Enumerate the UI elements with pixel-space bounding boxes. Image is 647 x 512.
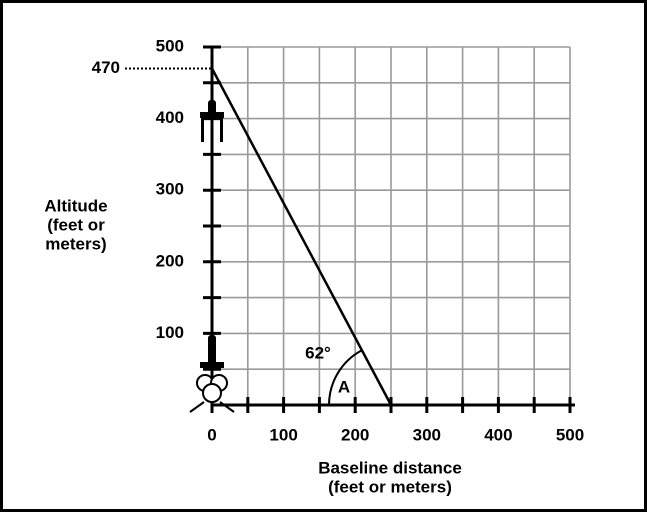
- angle-arc: [328, 349, 363, 406]
- y-axis-label: (feet or: [47, 215, 105, 234]
- angle-label: 62°: [305, 343, 331, 362]
- angle-name: A: [338, 377, 350, 396]
- x-tick-label: 200: [341, 425, 369, 444]
- y-tick-label: 500: [156, 36, 184, 55]
- y-axis-label: meters): [45, 234, 106, 253]
- x-tick-label: 400: [484, 425, 512, 444]
- x-tick-label: 0: [207, 425, 216, 444]
- x-tick-label: 100: [269, 425, 297, 444]
- altitude-label: 470: [92, 58, 120, 77]
- sight-line: [210, 67, 393, 406]
- x-tick-label: 500: [556, 425, 584, 444]
- y-tick-label: 400: [156, 108, 184, 127]
- y-tick-label: 100: [156, 323, 184, 342]
- y-axis-label: Altitude: [44, 196, 107, 215]
- x-tick-label: 300: [413, 425, 441, 444]
- rocket-top: [200, 100, 224, 142]
- y-tick-label: 200: [156, 251, 184, 270]
- rocket-launch: [189, 335, 235, 413]
- x-axis-label: Baseline distance: [318, 458, 462, 477]
- y-tick-label: 300: [156, 180, 184, 199]
- x-axis-label: (feet or meters): [328, 477, 452, 496]
